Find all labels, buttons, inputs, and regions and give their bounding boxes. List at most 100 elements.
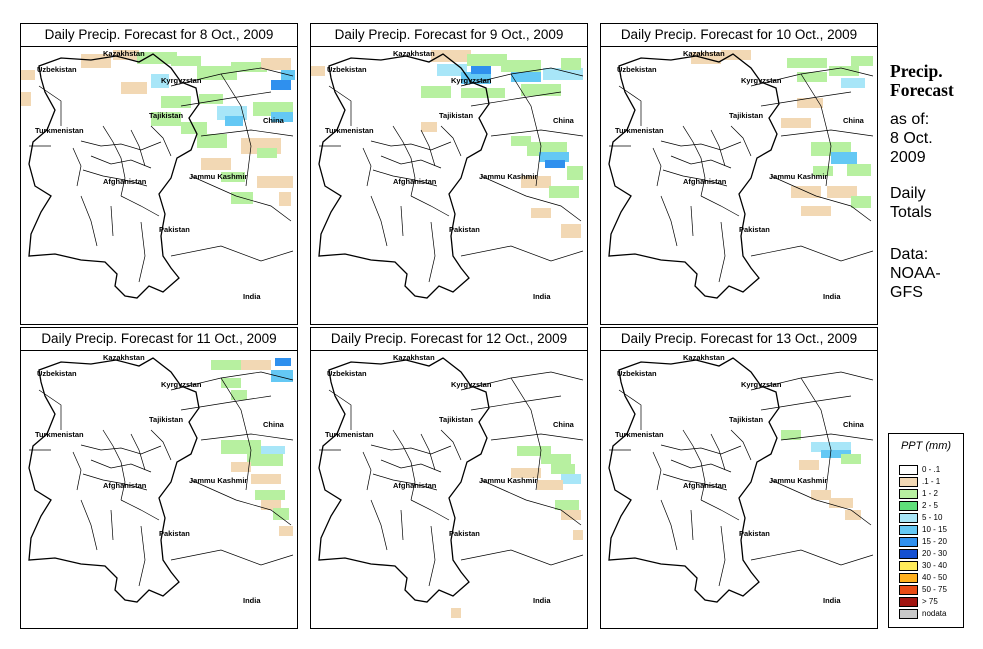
panel-title: Daily Precip. Forecast for 11 Oct., 2009 <box>21 328 297 351</box>
legend-swatch <box>899 477 918 487</box>
precip-cell <box>279 526 293 536</box>
admin-boundary <box>380 155 442 169</box>
admin-boundary <box>660 444 742 455</box>
admin-boundary <box>428 221 436 283</box>
place-label-tajikistan: Tajikistan <box>149 111 183 120</box>
admin-boundary <box>190 479 292 526</box>
forecast-panel-oct-11: Daily Precip. Forecast for 11 Oct., 2009… <box>20 327 298 629</box>
precip-cell <box>221 440 261 454</box>
place-label-afghanistan: Afghanistan <box>393 177 437 186</box>
precip-cell <box>273 508 289 520</box>
sidebar-title-line2: Forecast <box>890 80 954 100</box>
place-label-turkmenistan: Turkmenistan <box>325 126 374 135</box>
precip-cell <box>567 166 583 180</box>
precip-cell <box>801 206 831 216</box>
precip-cell <box>275 358 291 366</box>
place-label-jammu-kashmir: Jammu Kashmir <box>479 172 537 181</box>
place-label-india: India <box>823 292 841 301</box>
legend-swatch <box>899 561 918 571</box>
precip-cell <box>201 158 231 170</box>
admin-boundary <box>470 395 562 411</box>
place-label-tajikistan: Tajikistan <box>439 111 473 120</box>
precip-cell <box>551 464 575 474</box>
precip-cell <box>113 50 139 60</box>
legend-title: PPT (mm) <box>900 440 952 452</box>
place-label-kazakhstan: Kazakhstan <box>103 49 145 58</box>
precip-cell <box>561 474 581 484</box>
precip-cell <box>545 160 565 168</box>
precip-cell <box>151 112 181 126</box>
precip-cell <box>511 136 531 146</box>
admin-boundary <box>670 459 732 473</box>
admin-boundary <box>72 451 82 491</box>
precip-cell <box>451 608 461 618</box>
place-label-turkmenistan: Turkmenistan <box>35 430 84 439</box>
place-label-india: India <box>533 292 551 301</box>
admin-boundary <box>80 444 162 455</box>
admin-boundary <box>690 509 694 541</box>
admin-boundary <box>362 451 372 491</box>
as-of-label: as of: <box>890 111 930 128</box>
admin-boundary <box>400 509 404 541</box>
admin-boundary <box>660 499 678 551</box>
admin-boundary <box>750 549 874 566</box>
precip-cell <box>251 474 281 484</box>
place-label-turkmenistan: Turkmenistan <box>35 126 84 135</box>
admin-boundary <box>180 395 272 411</box>
legend-label: 15 - 20 <box>922 537 947 546</box>
panel-title: Daily Precip. Forecast for 12 Oct., 2009 <box>311 328 587 351</box>
forecast-panel-oct-9: Daily Precip. Forecast for 9 Oct., 2009 … <box>310 23 588 325</box>
admin-boundary <box>770 479 872 526</box>
precip-cell <box>517 446 551 456</box>
place-label-kazakhstan: Kazakhstan <box>103 353 145 362</box>
precip-cell <box>797 98 823 108</box>
place-label-china: China <box>553 116 575 125</box>
precip-cell <box>231 62 267 72</box>
admin-boundary <box>370 499 388 551</box>
forecast-panel-oct-10: Daily Precip. Forecast for 10 Oct., 2009… <box>600 23 878 325</box>
precip-cell <box>271 370 293 382</box>
legend-swatch <box>899 501 918 511</box>
precip-cell <box>781 430 801 440</box>
place-label-pakistan: Pakistan <box>739 529 770 538</box>
admin-boundary <box>138 525 146 587</box>
admin-boundary <box>102 125 126 197</box>
admin-boundary <box>80 140 162 151</box>
place-label-tajikistan: Tajikistan <box>149 415 183 424</box>
precip-cell <box>511 468 541 478</box>
admin-boundary <box>460 67 584 87</box>
precip-cell <box>831 152 857 164</box>
afghanistan-outline <box>608 53 780 299</box>
admin-boundary <box>150 125 172 157</box>
admin-boundary <box>120 499 160 521</box>
precip-cell <box>421 122 437 132</box>
admin-boundary <box>130 129 146 167</box>
admin-boundary <box>80 195 98 247</box>
precip-cell <box>821 450 851 458</box>
precip-cell <box>851 56 873 66</box>
precip-cell <box>221 378 241 388</box>
admin-boundary <box>690 205 694 237</box>
precip-cell <box>797 72 827 82</box>
place-label-pakistan: Pakistan <box>739 225 770 234</box>
place-label-china: China <box>553 420 575 429</box>
afghanistan-outline <box>318 53 490 299</box>
legend-swatch <box>899 573 918 583</box>
legend-label: 10 - 15 <box>922 525 947 534</box>
place-label-china: China <box>263 420 285 429</box>
admin-boundary <box>710 129 726 167</box>
forecast-panel-oct-13: Daily Precip. Forecast for 13 Oct., 2009… <box>600 327 878 629</box>
admin-boundary <box>392 429 416 501</box>
place-label-pakistan: Pakistan <box>159 529 190 538</box>
precip-cell <box>537 480 563 490</box>
admin-boundary <box>750 67 874 87</box>
admin-boundary <box>662 169 728 187</box>
precip-cell <box>161 96 191 108</box>
precip-cell <box>813 166 833 176</box>
precip-cell <box>467 54 507 66</box>
precip-cell <box>511 72 541 82</box>
place-label-kyrgyzstan: Kyrgyzstan <box>451 380 492 389</box>
precip-cell <box>21 92 31 106</box>
admin-boundary <box>200 433 294 441</box>
admin-boundary <box>770 175 872 222</box>
